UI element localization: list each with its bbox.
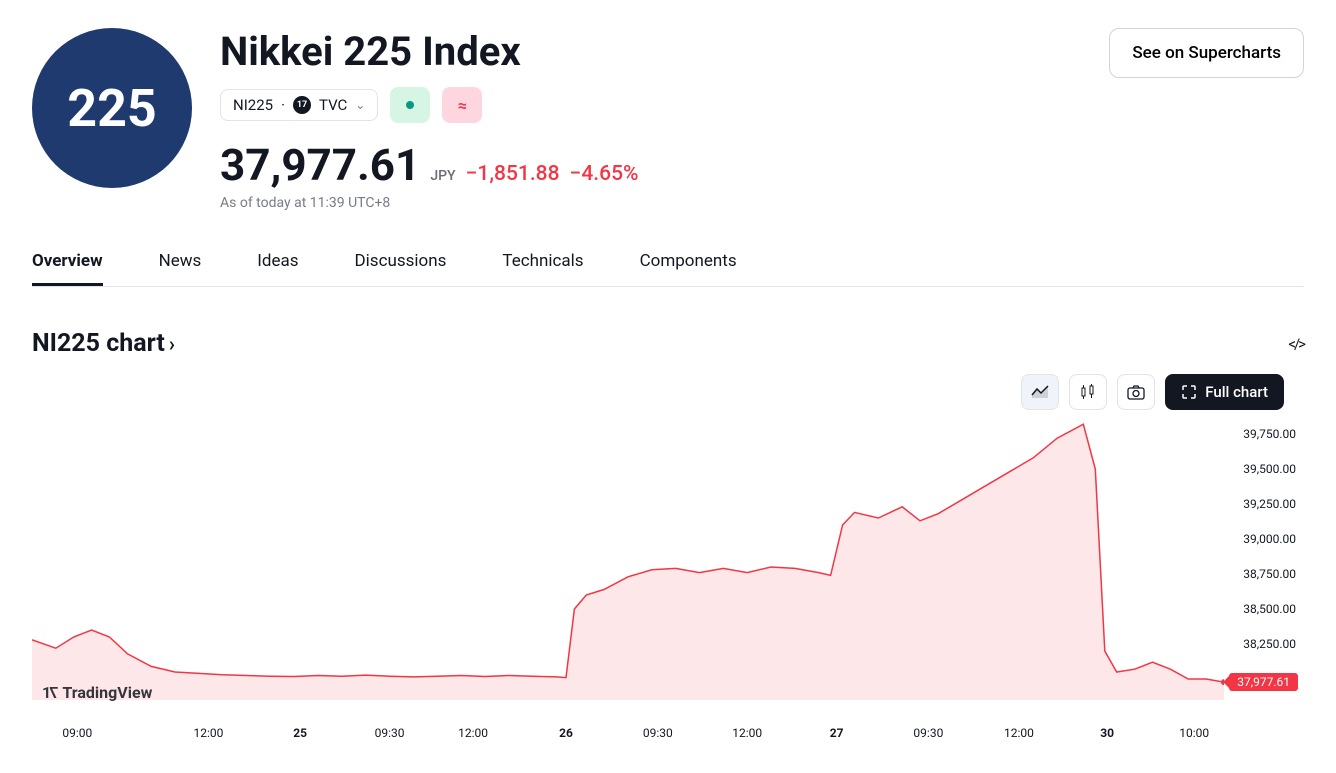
y-axis-tick: 38,750.00 [1243,567,1296,581]
market-status-delayed[interactable]: ≈ [442,87,482,123]
area-chart-icon [1031,385,1049,399]
price-change-abs: −1,851.88 [466,162,560,186]
exchange-badge-icon: 17 [293,96,311,114]
tab-components[interactable]: Components [640,239,737,286]
x-axis-tick: 26 [559,726,573,740]
page-title: Nikkei 225 Index [220,28,638,75]
x-axis-tick: 09:30 [643,726,673,740]
x-axis-tick: 09:30 [913,726,943,740]
supercharts-button[interactable]: See on Supercharts [1109,28,1304,78]
chart-title[interactable]: NI225 chart› [32,329,175,358]
y-axis-tick: 38,500.00 [1243,602,1296,616]
price-chart[interactable]: 39,750.00 39,500.00 39,250.00 39,000.00 38,7… [32,420,1304,720]
tab-technicals[interactable]: Technicals [502,239,583,286]
x-axis-tick: 27 [830,726,844,740]
x-axis-tick: 10:00 [1179,726,1209,740]
y-axis-tick: 39,250.00 [1243,497,1296,511]
y-axis-tick: 38,250.00 [1243,637,1296,651]
x-axis-tick: 09:00 [62,726,92,740]
full-chart-button[interactable]: Full chart [1165,374,1284,410]
symbol-selector[interactable]: NI225 · 17 TVC ⌄ [220,89,378,121]
y-axis-tick: 39,500.00 [1243,462,1296,476]
x-axis-tick: 30 [1100,726,1114,740]
chevron-right-icon: › [169,332,175,356]
snapshot-button[interactable] [1117,374,1155,410]
index-logo: 225 [32,28,192,188]
symbol-code: NI225 [233,96,273,114]
exchange-label: TVC [319,96,347,114]
chevron-down-icon: ⌄ [355,98,365,112]
price-currency: JPY [430,168,455,184]
price-value: 37,977.61 [220,139,420,191]
tab-discussions[interactable]: Discussions [355,239,447,286]
expand-icon [1181,384,1197,400]
price-change-pct: −4.65% [570,162,639,186]
chart-type-area-button[interactable] [1021,374,1059,410]
camera-icon [1127,384,1145,400]
y-axis-tick: 39,750.00 [1243,427,1296,441]
x-axis-tick: 12:00 [732,726,762,740]
market-status-open[interactable] [390,87,430,123]
x-axis-tick: 12:00 [458,726,488,740]
dot-icon [406,101,414,109]
price-flag: 37,977.61 [1229,673,1298,691]
tradingview-watermark: 17 TradingView [42,683,152,702]
tab-news[interactable]: News [159,239,202,286]
price-timestamp: As of today at 11:39 UTC+8 [220,195,638,211]
y-axis-tick: 39,000.00 [1243,532,1296,546]
x-axis-tick: 09:30 [375,726,405,740]
tab-overview[interactable]: Overview [32,239,103,286]
x-axis-tick: 12:00 [1004,726,1034,740]
candlestick-icon [1079,384,1097,400]
embed-icon[interactable]: </> [1288,335,1304,353]
chart-type-candles-button[interactable] [1069,374,1107,410]
tab-ideas[interactable]: Ideas [257,239,298,286]
x-axis-tick: 12:00 [193,726,223,740]
x-axis-tick: 25 [293,726,307,740]
